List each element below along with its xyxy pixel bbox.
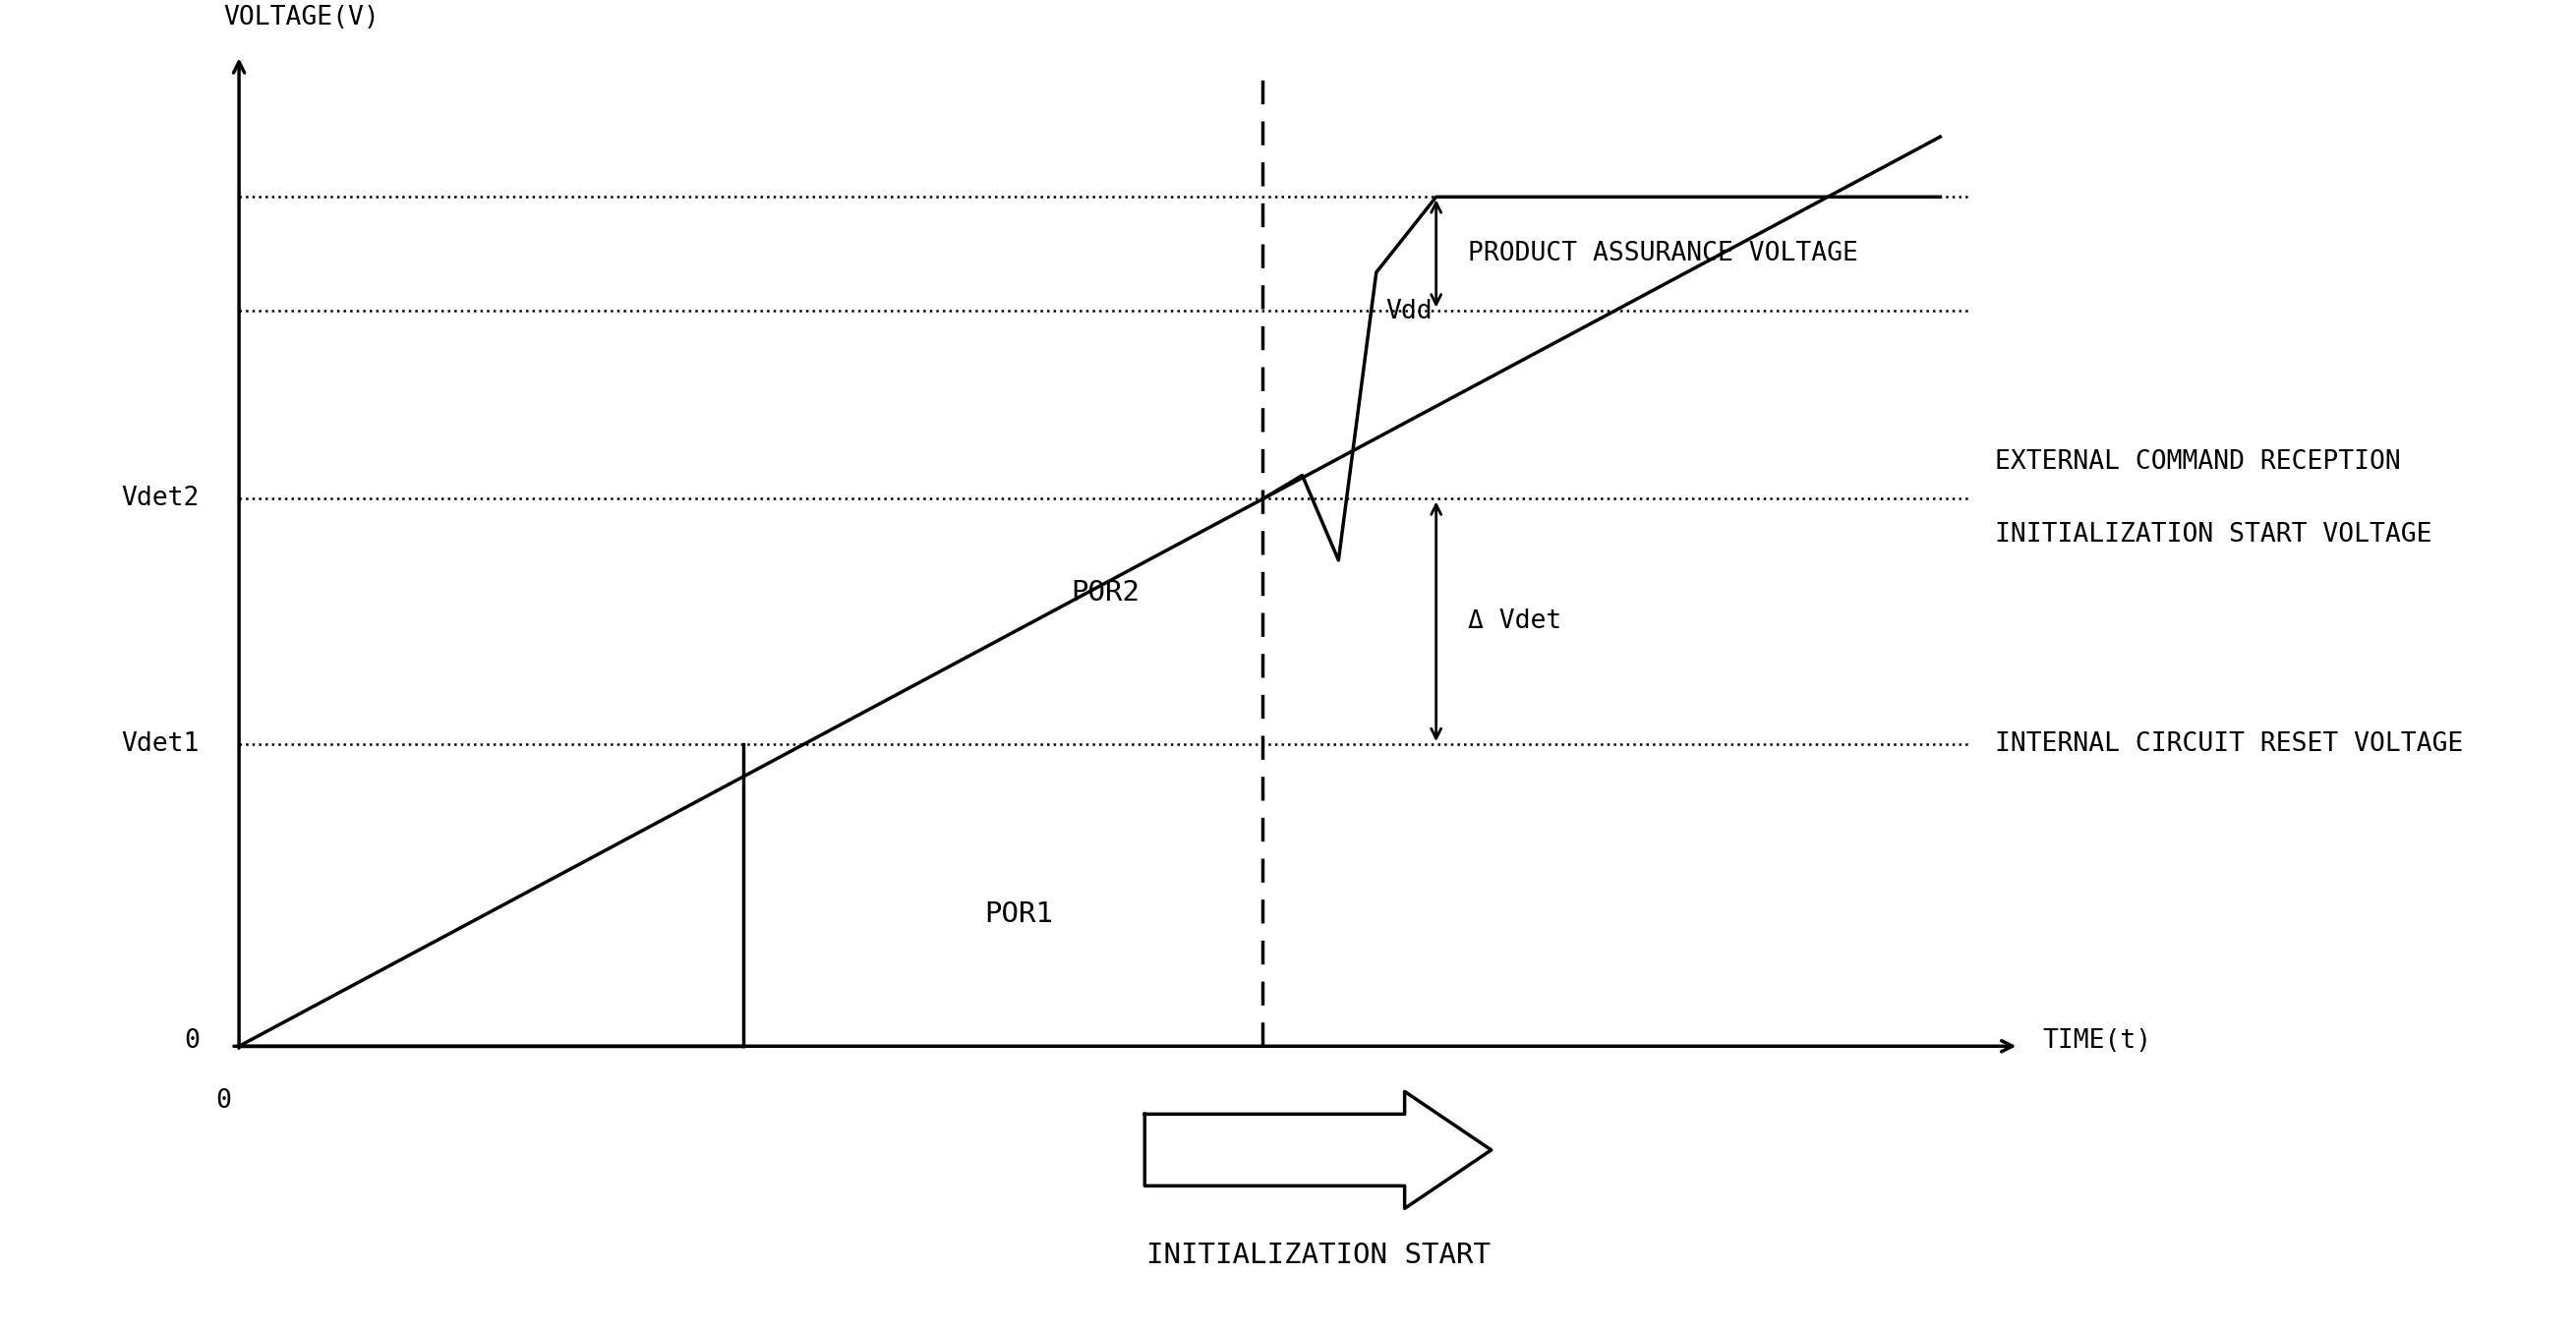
Text: 0: 0 bbox=[183, 1028, 198, 1054]
Text: INITIALIZATION START VOLTAGE: INITIALIZATION START VOLTAGE bbox=[1996, 522, 2432, 547]
Text: Vdd: Vdd bbox=[1386, 298, 1432, 324]
Text: Vdet2: Vdet2 bbox=[121, 486, 198, 511]
Text: INITIALIZATION START: INITIALIZATION START bbox=[1146, 1241, 1489, 1269]
Text: POR1: POR1 bbox=[984, 900, 1054, 928]
Text: 0: 0 bbox=[216, 1088, 232, 1114]
Text: POR2: POR2 bbox=[1072, 579, 1139, 607]
Text: INTERNAL CIRCUIT RESET VOLTAGE: INTERNAL CIRCUIT RESET VOLTAGE bbox=[1996, 731, 2463, 757]
Text: Vdet1: Vdet1 bbox=[121, 731, 198, 757]
Text: VOLTAGE(V): VOLTAGE(V) bbox=[224, 5, 379, 31]
Text: TIME(t): TIME(t) bbox=[2043, 1028, 2151, 1054]
Polygon shape bbox=[1144, 1091, 1492, 1208]
Text: PRODUCT ASSURANCE VOLTAGE: PRODUCT ASSURANCE VOLTAGE bbox=[1468, 241, 1857, 266]
Text: Δ Vdet: Δ Vdet bbox=[1468, 609, 1561, 634]
Text: EXTERNAL COMMAND RECEPTION: EXTERNAL COMMAND RECEPTION bbox=[1996, 450, 2401, 476]
